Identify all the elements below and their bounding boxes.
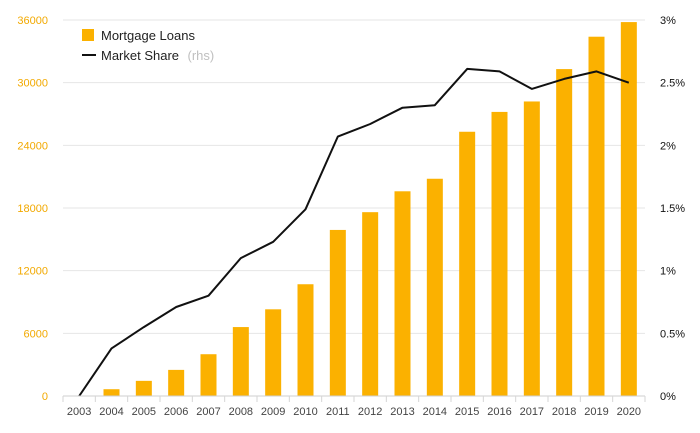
legend-label-mortgage-loans: Mortgage Loans (101, 28, 195, 43)
bar-2013 (394, 191, 411, 396)
y-right-tick-label: 0% (660, 391, 676, 403)
bar-2008 (232, 327, 249, 396)
x-tick-label: 2015 (455, 406, 479, 418)
x-tick-label: 2009 (261, 406, 285, 418)
bar-2020 (620, 22, 637, 396)
y-right-tick-label: 1% (660, 266, 676, 278)
bar-2014 (426, 178, 443, 396)
x-tick-label: 2007 (196, 406, 220, 418)
market-share-line-group (78, 67, 630, 397)
market-share-line (78, 67, 630, 397)
bar-2009 (265, 309, 282, 396)
y-left-tick-label: 24000 (17, 140, 48, 152)
bar-2017 (523, 101, 540, 396)
y-right-tick-label: 1.5% (660, 203, 685, 215)
legend-label-market-share-note: (rhs) (188, 48, 215, 63)
bar-2019 (588, 36, 605, 396)
bar-2016 (491, 111, 508, 397)
y-left-tick-label: 6000 (24, 328, 48, 340)
y-left-tick-label: 0 (42, 391, 48, 403)
legend-label-market-share-name: Market Share (101, 48, 179, 63)
x-tick-label: 2012 (358, 406, 382, 418)
x-tick-label: 2005 (132, 406, 156, 418)
y-left-tick-label: 18000 (17, 203, 48, 215)
x-tick-label: 2016 (487, 406, 511, 418)
bar-2015 (459, 131, 476, 396)
y-left-tick-label: 30000 (17, 78, 48, 90)
x-tick-label: 2018 (552, 406, 576, 418)
legend-swatch-mortgage-loans (82, 29, 94, 41)
bar-2012 (362, 212, 379, 396)
x-tick-label: 2010 (293, 406, 317, 418)
bar-2005 (135, 380, 152, 396)
bar-2010 (297, 284, 314, 396)
legend: Mortgage Loans Market Share (rhs) (82, 28, 214, 64)
mortgage-loans-bars (103, 22, 637, 397)
x-tick-label: 2019 (584, 406, 608, 418)
bar-2018 (556, 69, 573, 396)
x-tick-label: 2003 (67, 406, 91, 418)
x-tick-label: 2008 (229, 406, 253, 418)
x-tick-label: 2004 (99, 406, 123, 418)
x-tick-label: 2020 (617, 406, 641, 418)
legend-label-market-share: Market Share (rhs) (101, 47, 214, 64)
x-tick-label: 2017 (520, 406, 544, 418)
bar-2011 (329, 229, 346, 396)
x-tick-label: 2014 (423, 406, 447, 418)
gridlines (63, 19, 645, 334)
bar-2007 (200, 354, 217, 396)
x-tick-label: 2013 (390, 406, 414, 418)
bar-2006 (168, 369, 185, 396)
x-tick-label: 2006 (164, 406, 188, 418)
x-tick-label: 2011 (326, 406, 350, 418)
y-right-tick-label: 3% (660, 15, 676, 27)
y-right-tick-label: 0.5% (660, 328, 685, 340)
y-right-tick-label: 2.5% (660, 78, 685, 90)
y-left-tick-label: 12000 (17, 266, 48, 278)
axes: 0 6000 12000 18000 24000 30000 36000 0% 0.5% 1% 1.… (17, 15, 685, 418)
y-right-tick-label: 2% (660, 140, 676, 152)
bar-2004 (103, 389, 120, 396)
y-left-tick-label: 36000 (17, 15, 48, 27)
